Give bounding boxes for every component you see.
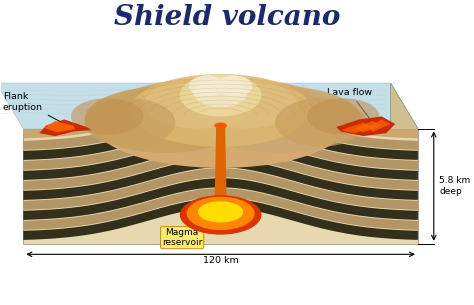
Ellipse shape — [216, 76, 252, 97]
Polygon shape — [23, 198, 418, 240]
Text: Shield volcano: Shield volcano — [114, 5, 341, 31]
Ellipse shape — [84, 98, 175, 147]
Text: 120 km: 120 km — [203, 256, 238, 265]
Polygon shape — [23, 130, 418, 150]
Ellipse shape — [84, 86, 248, 153]
Text: Lava flow: Lava flow — [327, 88, 373, 120]
Polygon shape — [23, 128, 418, 138]
Polygon shape — [0, 83, 418, 128]
Polygon shape — [341, 123, 373, 133]
Text: 5.8 km
deep: 5.8 km deep — [439, 176, 471, 196]
Polygon shape — [23, 130, 418, 160]
Ellipse shape — [189, 76, 225, 97]
Text: Magma
reservoir: Magma reservoir — [162, 203, 219, 247]
Ellipse shape — [198, 201, 243, 222]
Ellipse shape — [189, 80, 298, 128]
Ellipse shape — [71, 98, 144, 135]
Polygon shape — [391, 83, 418, 244]
Polygon shape — [23, 188, 418, 230]
Polygon shape — [215, 127, 227, 197]
Text: Central vent: Central vent — [159, 85, 220, 122]
Ellipse shape — [307, 98, 379, 135]
Polygon shape — [368, 120, 391, 132]
Ellipse shape — [130, 74, 311, 147]
Ellipse shape — [193, 77, 248, 107]
Ellipse shape — [275, 98, 366, 147]
Polygon shape — [23, 138, 418, 180]
Polygon shape — [39, 120, 91, 136]
Ellipse shape — [144, 80, 252, 128]
Ellipse shape — [198, 86, 361, 153]
Ellipse shape — [214, 123, 227, 128]
Ellipse shape — [180, 74, 262, 117]
Polygon shape — [355, 121, 382, 132]
Polygon shape — [23, 158, 418, 200]
Polygon shape — [23, 168, 418, 210]
Text: Flank
eruption: Flank eruption — [3, 92, 66, 125]
Ellipse shape — [180, 195, 262, 235]
Polygon shape — [336, 117, 395, 136]
Polygon shape — [23, 128, 418, 244]
Ellipse shape — [94, 77, 347, 168]
Ellipse shape — [187, 197, 255, 230]
Polygon shape — [44, 121, 75, 132]
Polygon shape — [23, 148, 418, 190]
Polygon shape — [23, 178, 418, 220]
Polygon shape — [23, 130, 418, 170]
